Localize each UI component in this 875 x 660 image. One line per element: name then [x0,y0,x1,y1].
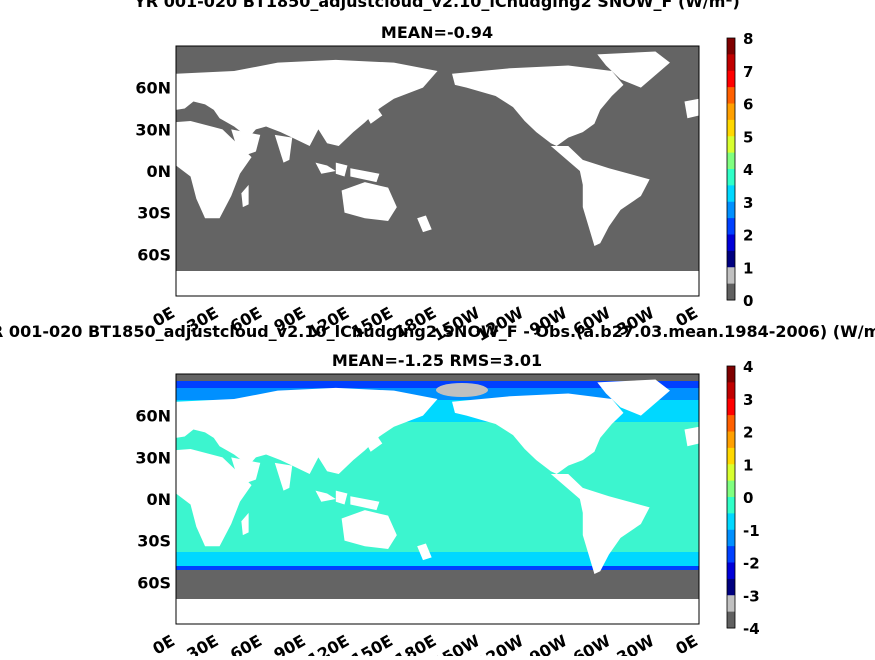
map-top-yaxis: 60N 30N 0N 30S 60S [135,79,171,265]
map-bottom-south-band2 [176,566,699,572]
panel-top: YR 001-020 BT1850_adjustcloud_v2.10_lCnu… [133,0,753,345]
colorbar-label: -1 [743,522,760,540]
colorbar-swatch [727,497,735,514]
colorbar-top: 8 7 6 5 4 3 2 1 0 [726,30,753,310]
colorbar-bottom: 4 3 2 1 0 -1 -2 -3 -4 [726,358,760,638]
y-tick-label: 60S [137,245,171,264]
colorbar-swatch [727,267,735,285]
y-tick-label: 0N [146,162,171,181]
colorbar-swatch [727,595,735,613]
colorbar-label: 0 [743,292,753,310]
x-tick-label: 180E [392,631,440,656]
x-tick-label: 60W [570,631,614,656]
panel-top-subtitle: MEAN=-0.94 [381,23,493,42]
colorbar-label: -4 [743,620,760,638]
x-tick-label: 30W [613,631,657,656]
colorbar-swatch [727,398,735,416]
colorbar-label: 3 [743,194,753,212]
colorbar-swatch [727,382,735,400]
colorbar-swatch [727,87,735,104]
colorbar-swatch [727,218,735,235]
colorbar-swatch [727,562,735,580]
y-tick-label: 60N [135,407,171,426]
map-top-frame [175,45,700,297]
panel-bottom-title: YR 001-020 BT1850_adjustcloud_v2.10_lCnu… [0,322,875,341]
colorbar-swatch [727,480,735,498]
map-bottom [149,373,700,625]
colorbar-label: 3 [743,391,753,409]
y-tick-label: 30N [135,448,171,467]
colorbar-label: 7 [743,63,753,81]
colorbar-swatch [727,54,735,72]
panel-bottom-subtitle: MEAN=-1.25 RMS=3.01 [332,351,542,370]
y-tick-label: 30S [137,204,171,223]
colorbar-swatch [727,366,735,383]
colorbar-swatch [727,546,735,563]
colorbar-swatch [727,169,735,186]
colorbar-swatch [727,38,735,55]
colorbar-swatch [727,529,735,547]
colorbar-label: 4 [743,161,753,179]
colorbar-swatch [727,464,735,482]
x-tick-label: 0E [672,631,701,656]
colorbar-swatch [727,185,735,203]
map-bottom-south-band [176,552,699,568]
colorbar-label: 8 [743,30,753,48]
y-tick-label: 30S [137,532,171,551]
colorbar-swatch [727,119,735,137]
colorbar-label: 5 [743,128,753,146]
map-bottom-yaxis: 60N 30N 0N 30S 60S [135,407,171,593]
colorbar-frame [726,37,736,301]
colorbar-swatch [727,152,735,170]
colorbar-swatch [727,611,735,629]
colorbar-swatch [727,447,735,465]
x-tick-label: 90W [526,631,570,656]
x-tick-label: 90E [270,631,308,656]
x-tick-label: 150E [348,631,396,656]
colorbar-swatch [727,103,735,121]
map-top [149,45,700,297]
colorbar-label: 1 [743,259,753,277]
colorbar-label: 2 [743,424,753,442]
y-tick-label: 30N [135,120,171,139]
x-tick-label: 0E [149,631,178,656]
colorbar-label: 1 [743,456,753,474]
map-bottom-frame [175,373,700,625]
colorbar-swatch [727,283,735,301]
colorbar-swatch [727,250,735,268]
colorbar-label: 2 [743,227,753,245]
colorbar-label: 0 [743,489,753,507]
y-tick-label: 60S [137,573,171,592]
x-tick-label: 30E [183,631,221,656]
y-tick-label: 0N [146,490,171,509]
colorbar-swatch [727,578,735,596]
colorbar-swatch [727,201,735,219]
x-tick-label: 150W [429,631,483,656]
colorbar-swatch [727,70,735,88]
panel-top-title: YR 001-020 BT1850_adjustcloud_v2.10_lCnu… [133,0,740,11]
x-tick-label: 60E [227,631,265,656]
colorbar-label: -2 [743,555,760,573]
y-tick-label: 60N [135,79,171,98]
colorbar-label: 4 [743,358,753,376]
colorbar-swatch [727,136,735,154]
colorbar-swatch [727,234,735,252]
colorbar-swatch [727,513,735,531]
x-tick-label: 120W [473,631,527,656]
map-bottom-arctic-ice [436,383,488,397]
colorbar-swatch [727,415,735,432]
colorbar-frame [726,365,736,629]
colorbar-swatch [727,431,735,449]
panel-bottom: YR 001-020 BT1850_adjustcloud_v2.10_lCnu… [0,322,875,660]
x-tick-label: 120E [304,631,352,656]
colorbar-label: 6 [743,96,753,114]
map-bottom-north-ice [176,374,699,381]
colorbar-label: -3 [743,587,760,605]
